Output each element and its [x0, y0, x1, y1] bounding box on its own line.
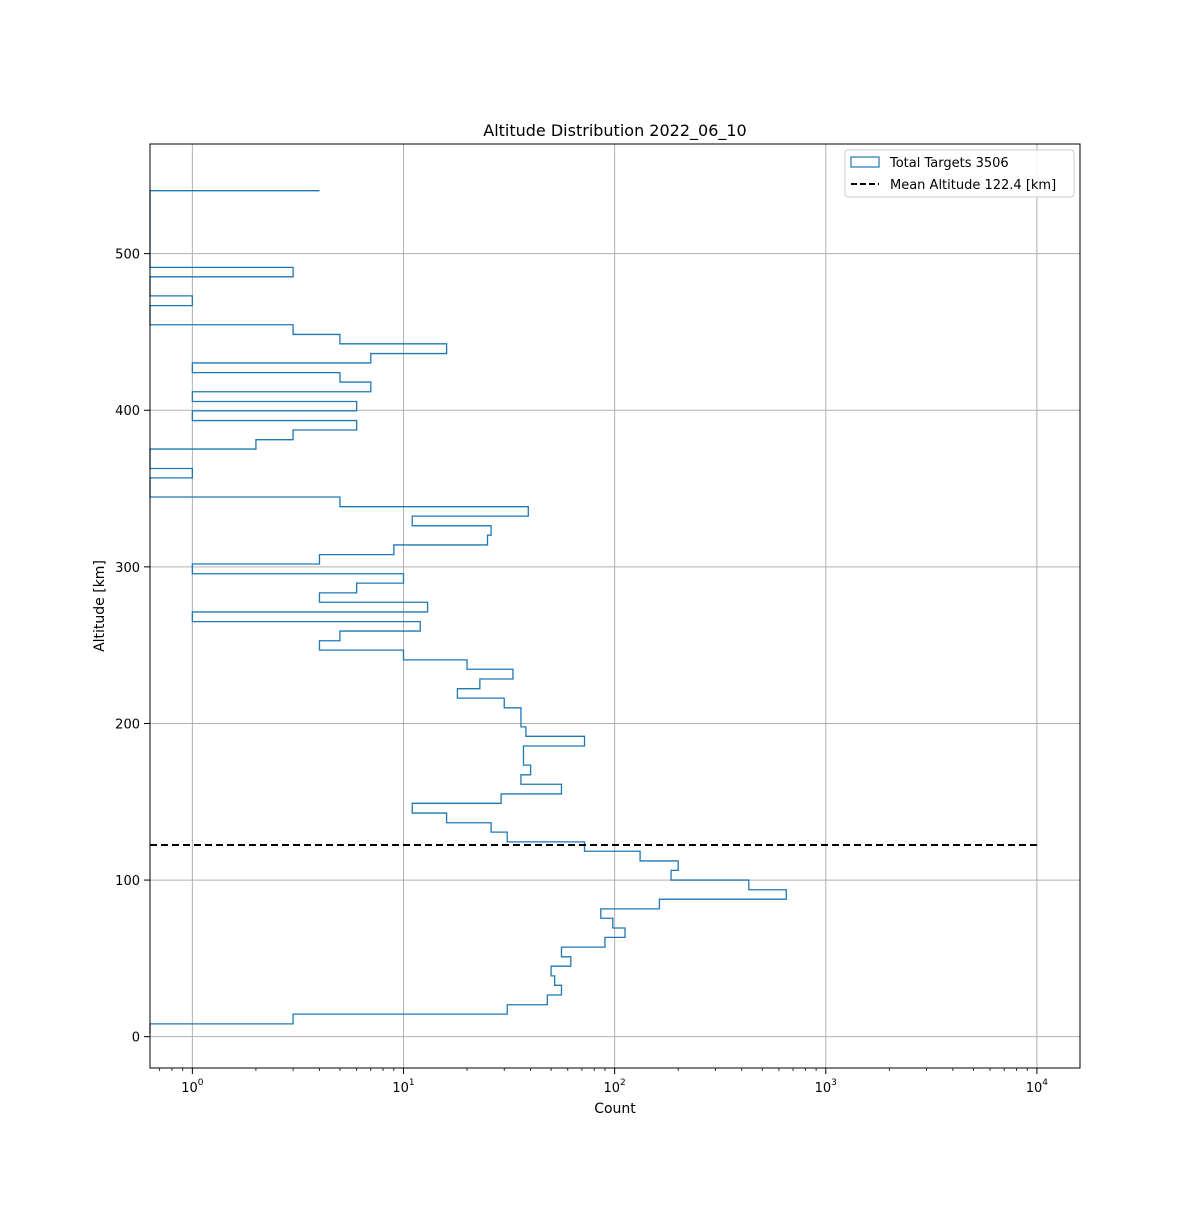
x-tick-label: 102	[603, 1078, 625, 1096]
plot-data	[149, 190, 1037, 1034]
x-tick-label: 103	[815, 1078, 837, 1096]
legend: Total Targets 3506 Mean Altitude 122.4 […	[844, 149, 1075, 198]
y-axis-label: Altitude [km]	[92, 560, 108, 652]
x-axis-label: Count	[594, 1101, 636, 1117]
grid-lines	[150, 144, 1080, 1068]
y-tick-label: 100	[115, 874, 140, 889]
x-tick-label: 101	[392, 1078, 414, 1096]
legend-label-total-targets: Total Targets 3506	[889, 156, 1009, 171]
x-tick-label: 104	[1026, 1078, 1049, 1096]
legend-label-mean-altitude: Mean Altitude 122.4 [km]	[890, 178, 1056, 193]
y-tick-label: 0	[132, 1031, 140, 1046]
y-tick-label: 500	[115, 248, 140, 263]
legend-histogram-swatch	[850, 156, 880, 168]
histogram-step-outline	[149, 190, 787, 1034]
axis-ticks: 100 101 102 103 104 0 100 200 300 400 500	[115, 248, 1048, 1096]
y-tick-label: 400	[115, 404, 140, 419]
chart-title: Altitude Distribution 2022_06_10	[483, 121, 746, 141]
y-tick-label: 200	[115, 717, 140, 732]
y-tick-label: 300	[115, 561, 140, 576]
legend-box	[844, 149, 1075, 198]
x-tick-label: 100	[181, 1078, 204, 1096]
